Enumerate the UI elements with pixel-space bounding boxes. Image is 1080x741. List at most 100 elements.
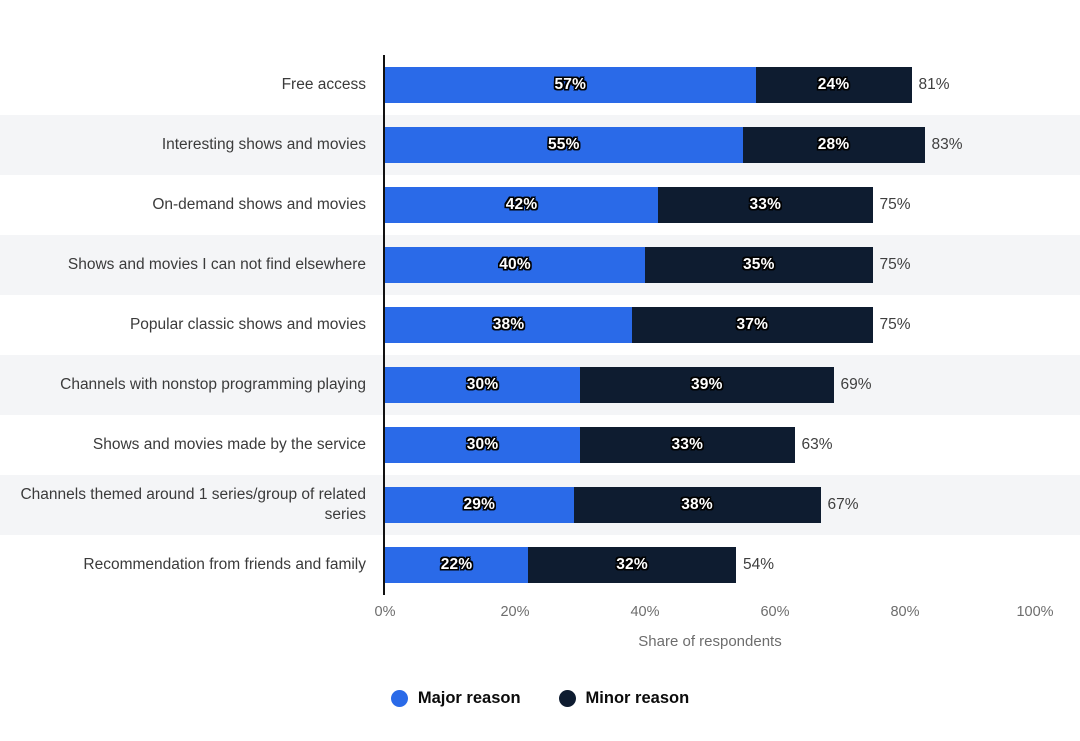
bar-segment-minor-reason: 32% — [528, 547, 736, 583]
bar-segment-minor-reason: 35% — [645, 247, 873, 283]
bar-segment-minor-reason: 24% — [755, 67, 912, 103]
category-label: Free access — [281, 75, 366, 93]
plot-area: 55% 28% 83% — [383, 115, 1080, 175]
bar-track: 29% 38% 67% — [385, 487, 1035, 523]
x-axis-title: Share of respondents — [638, 633, 782, 650]
bar-value-label: 38% — [681, 496, 713, 513]
bar-value-label: 24% — [817, 76, 850, 93]
bar-track: 30% 33% 63% — [385, 427, 1035, 463]
bar-segment-major-reason: 29% — [385, 487, 574, 523]
plot-area: 57% 24% 81% — [383, 55, 1080, 115]
chart-row: Interesting shows and movies 55% 28% 83% — [0, 115, 1080, 175]
x-axis-ticks: 0% 20% 40% 60% 80% 100% — [375, 595, 1054, 633]
bar-total-label: 75% — [879, 256, 911, 273]
bar-segment-minor-reason: 33% — [580, 427, 795, 463]
bar-value-label: 22% — [440, 556, 473, 573]
category-label: Recommendation from friends and family — [83, 555, 366, 573]
stacked-bar-chart: Free access 57% 24% 81% Interesting shows an… — [0, 55, 1080, 708]
chart-row: Channels with nonstop programming playin… — [0, 355, 1080, 415]
category-label: Shows and movies I can not find elsewher… — [67, 255, 366, 273]
legend-item-major-reason: Major reason — [390, 689, 521, 708]
bar-segment-minor-reason: 28% — [742, 127, 925, 163]
bar-track: 22% 32% 54% — [385, 547, 1035, 583]
bar-total-label: 83% — [931, 136, 963, 153]
x-tick-label: 100% — [1016, 604, 1054, 620]
bar-value-label: 30% — [466, 436, 499, 453]
bar-track: 55% 28% 83% — [385, 127, 1035, 163]
bar-value-label: 33% — [749, 196, 782, 213]
bar-value-label: 39% — [690, 376, 723, 393]
bar-track: 30% 39% 69% — [385, 367, 1035, 403]
bar-segment-major-reason: 55% — [385, 127, 743, 163]
bar-segment-major-reason: 22% — [385, 547, 528, 583]
legend: Major reason Minor reason — [0, 689, 1080, 708]
category-label: Interesting shows and movies — [161, 135, 366, 153]
plot-area: 38% 37% 75% — [383, 295, 1080, 355]
bar-segment-major-reason: 40% — [385, 247, 645, 283]
chart-row: Recommendation from friends and family 22… — [0, 535, 1080, 595]
bar-total-label: 54% — [743, 556, 775, 573]
bar-total-label: 67% — [827, 496, 859, 513]
legend-item-minor-reason: Minor reason — [558, 689, 690, 708]
legend-label: Major reason — [417, 689, 521, 707]
category-label: Shows and movies made by the service — [92, 435, 366, 453]
bar-total-label: 63% — [801, 436, 833, 453]
bar-value-label: 33% — [671, 436, 704, 453]
bar-track: 40% 35% 75% — [385, 247, 1035, 283]
bar-value-label: 29% — [463, 496, 496, 513]
bar-segment-major-reason: 42% — [385, 187, 658, 223]
bar-segment-major-reason: 30% — [385, 367, 580, 403]
bar-track: 38% 37% 75% — [385, 307, 1035, 343]
bar-segment-major-reason: 30% — [385, 427, 580, 463]
bar-value-label: 30% — [466, 376, 499, 393]
category-label: On-demand shows and movies — [152, 195, 366, 213]
minor-reason-swatch-icon — [558, 690, 576, 707]
category-label: Popular classic shows and movies — [129, 315, 366, 333]
bar-value-label: 38% — [492, 316, 525, 333]
plot-area: 30% 33% 63% — [383, 415, 1080, 475]
bar-value-label: 32% — [616, 556, 648, 573]
bar-value-label: 35% — [742, 256, 775, 273]
chart-row: Shows and movies I can not find elsewher… — [0, 235, 1080, 295]
bar-segment-major-reason: 57% — [385, 67, 756, 103]
plot-area: 22% 32% 54% — [383, 535, 1080, 595]
bar-value-label: 55% — [547, 136, 580, 153]
bar-segment-minor-reason: 37% — [632, 307, 873, 343]
bar-value-label: 42% — [505, 196, 538, 213]
plot-area: 29% 38% 67% — [383, 475, 1080, 535]
category-label: Channels with nonstop programming playin… — [60, 375, 366, 393]
plot-area: 30% 39% 69% — [383, 355, 1080, 415]
bar-total-label: 69% — [840, 376, 872, 393]
bar-total-label: 81% — [918, 76, 950, 93]
bar-segment-major-reason: 38% — [385, 307, 632, 343]
bar-value-label: 40% — [499, 256, 531, 273]
x-tick-label: 40% — [630, 604, 660, 620]
bar-total-label: 75% — [879, 316, 911, 333]
plot-area: 42% 33% 75% — [383, 175, 1080, 235]
major-reason-swatch-icon — [390, 690, 408, 707]
bar-segment-minor-reason: 38% — [573, 487, 821, 523]
axis-spacer — [0, 633, 383, 661]
bar-total-label: 75% — [879, 196, 911, 213]
chart-rows: Free access 57% 24% 81% Interesting shows an… — [0, 55, 1080, 595]
category-label: Channels themed around 1 series/group of… — [20, 485, 366, 523]
x-tick-label: 80% — [890, 604, 920, 620]
chart-row: Shows and movies made by the service 30% 3… — [0, 415, 1080, 475]
chart-row: Channels themed around 1 series/group of… — [0, 475, 1080, 535]
x-axis-label-row: Share of respondents — [0, 633, 1080, 661]
x-tick-label: 60% — [760, 604, 790, 620]
chart-row: On-demand shows and movies 42% 33% 75% — [0, 175, 1080, 235]
bar-segment-minor-reason: 33% — [658, 187, 873, 223]
x-tick-label: 0% — [374, 604, 396, 620]
x-axis: 0% 20% 40% 60% 80% 100% — [0, 595, 1080, 633]
bar-segment-minor-reason: 39% — [580, 367, 834, 403]
axis-spacer — [0, 595, 383, 633]
bar-value-label: 57% — [554, 76, 587, 93]
legend-label: Minor reason — [585, 689, 690, 707]
x-tick-label: 20% — [500, 604, 530, 620]
chart-row: Popular classic shows and movies 38% 37% 75… — [0, 295, 1080, 355]
bar-track: 57% 24% 81% — [385, 67, 1035, 103]
chart-row: Free access 57% 24% 81% — [0, 55, 1080, 115]
bar-track: 42% 33% 75% — [385, 187, 1035, 223]
plot-area: 40% 35% 75% — [383, 235, 1080, 295]
